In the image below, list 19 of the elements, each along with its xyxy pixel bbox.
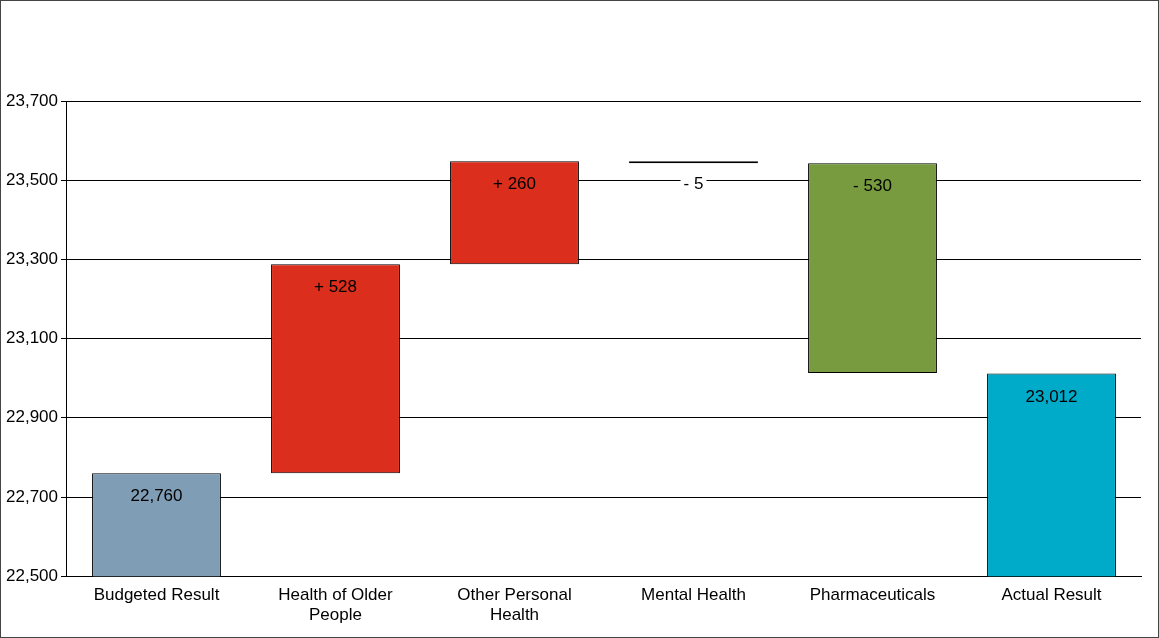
data-label: 22,760 [130,486,183,506]
y-tick-label: 22,500 [6,565,58,585]
y-tick-label: 23,500 [6,169,58,189]
x-tick-label: Other Personal Health [457,585,572,625]
x-tick-label: Budgeted Result [93,585,220,605]
y-tick-label: 23,100 [6,328,58,348]
x-tick-label: Pharmaceuticals [809,585,936,605]
data-label: + 528 [313,277,357,297]
y-tick-label: 22,700 [6,486,58,506]
y-tick-label: 22,900 [6,407,58,427]
x-tick-label: Mental Health [641,585,746,605]
data-label: + 260 [492,174,537,194]
y-tick-label: 23,700 [6,90,58,110]
data-label: 23,012 [1025,386,1078,406]
data-label: - 5 [683,174,704,194]
x-tick-label: Actual Result [1001,585,1102,605]
data-label: - 530 [853,176,892,196]
y-tick-label: 23,300 [6,249,58,269]
x-tick-label: Health of Older People [278,585,393,625]
